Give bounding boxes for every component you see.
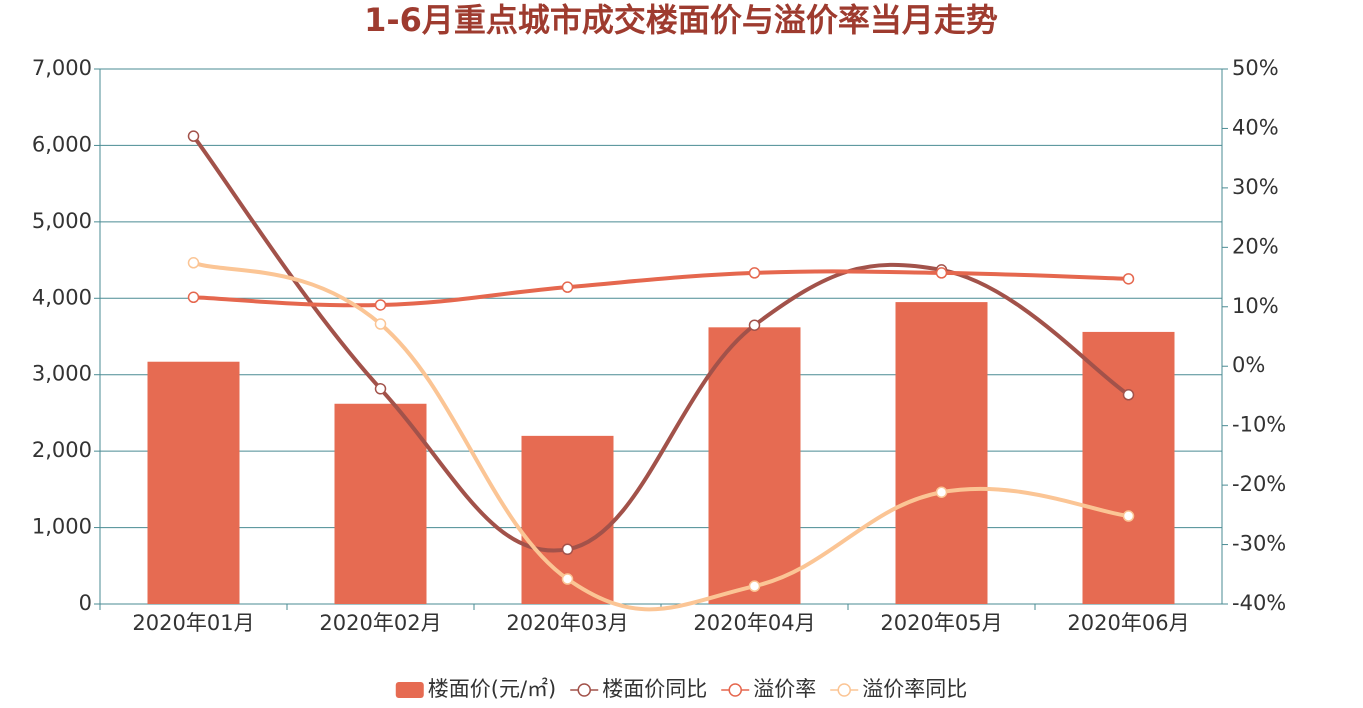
- legend-swatch: [395, 682, 424, 698]
- y-tick-label: 7,000: [32, 56, 92, 80]
- y-tick-label: 1,000: [32, 515, 92, 539]
- y-tick-label: 0: [79, 591, 92, 615]
- point: [187, 257, 200, 269]
- bar: [708, 327, 801, 604]
- legend-swatch: [837, 683, 851, 697]
- point: [561, 573, 574, 585]
- legend-swatch: [577, 683, 591, 697]
- y2-tick-label: -20%: [1232, 472, 1286, 496]
- x-tick-label: 2020年03月: [506, 611, 628, 635]
- y-tick-label: 6,000: [32, 132, 92, 156]
- y-tick-label: 5,000: [32, 209, 92, 233]
- x-tick-label: 2020年05月: [880, 611, 1002, 635]
- y2-tick-label: -40%: [1232, 591, 1286, 615]
- y-tick-label: 2,000: [32, 438, 92, 462]
- y-tick-label: 4,000: [32, 285, 92, 309]
- point: [561, 281, 574, 293]
- point: [187, 291, 200, 304]
- point: [1122, 273, 1135, 285]
- y2-tick-label: -30%: [1232, 532, 1286, 556]
- point: [374, 318, 387, 330]
- point: [187, 130, 200, 142]
- point: [1122, 510, 1135, 522]
- point: [748, 319, 761, 331]
- y2-tick-label: -10%: [1232, 413, 1286, 437]
- point: [1122, 389, 1135, 401]
- point: [935, 486, 948, 498]
- y2-tick-label: 50%: [1232, 56, 1279, 80]
- x-tick-label: 2020年06月: [1067, 611, 1189, 635]
- legend: 楼面价(元/㎡) 楼面价同比 溢价率 溢价率同比: [395, 677, 967, 701]
- legend-label: 溢价率同比: [862, 677, 967, 701]
- y2-tick-label: 30%: [1232, 175, 1279, 199]
- y2-tick-label: 20%: [1232, 234, 1279, 258]
- x-tick-label: 2020年02月: [319, 611, 441, 635]
- point: [748, 267, 761, 279]
- legend-label: 楼面价同比: [602, 677, 707, 701]
- point: [935, 267, 948, 279]
- point: [561, 543, 574, 556]
- legend-label: 溢价率: [753, 677, 816, 701]
- line: [192, 260, 1129, 612]
- bar: [895, 302, 988, 604]
- point: [748, 580, 761, 592]
- bar: [334, 403, 427, 604]
- x-tick-label: 2020年04月: [693, 611, 815, 635]
- legend-swatch: [728, 683, 742, 697]
- chart-title: 1-6月重点城市成交楼面价与溢价率当月走势: [364, 1, 998, 39]
- bar: [147, 361, 240, 604]
- y2-tick-label: 10%: [1232, 294, 1279, 318]
- y2-tick-label: 0%: [1232, 353, 1265, 377]
- x-tick-label: 2020年01月: [132, 611, 254, 635]
- legend-label: 楼面价(元/㎡): [428, 677, 556, 701]
- bar: [1082, 331, 1175, 604]
- point: [374, 383, 387, 395]
- point: [374, 299, 387, 311]
- y2-tick-label: 40%: [1232, 115, 1279, 139]
- y-tick-label: 3,000: [32, 362, 92, 386]
